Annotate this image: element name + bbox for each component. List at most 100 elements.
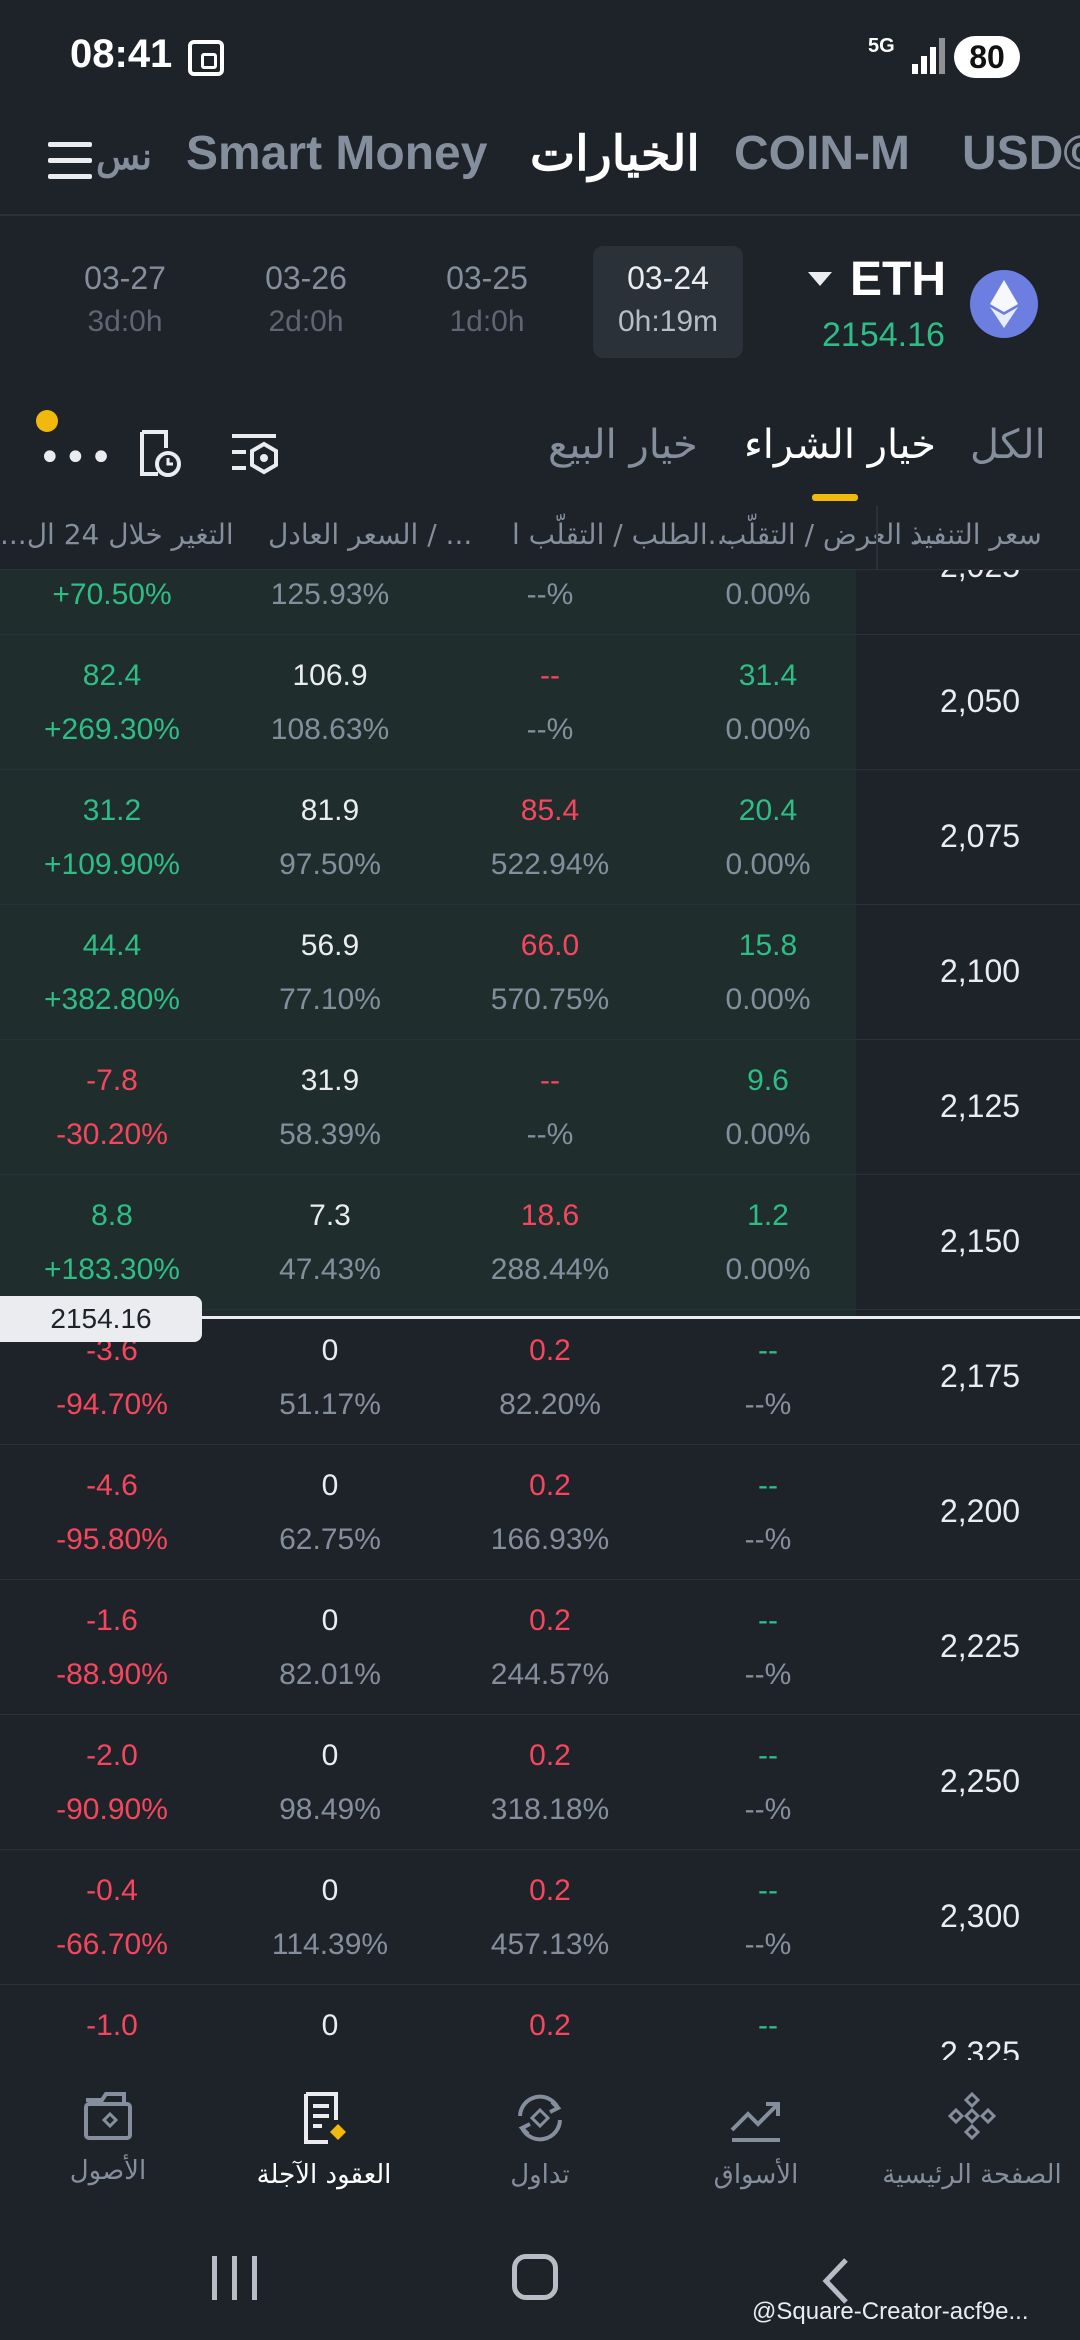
expiry-remaining: 1d:0h — [449, 305, 525, 338]
menu-icon[interactable] — [48, 138, 92, 182]
table-row[interactable]: 8.8 +183.30% 7.3 47.43% 18.6 288.44% 1.2… — [0, 1175, 1080, 1310]
header-change[interactable]: ...التغير خلال 24 ال — [0, 518, 234, 551]
tab-smart-money[interactable]: Smart Money — [186, 127, 488, 180]
change-value: -7.8 — [86, 1064, 138, 1097]
expiry-item-active[interactable]: 03-24 0h:19m — [593, 246, 743, 358]
tab-call[interactable]: خيار الشراء — [744, 422, 936, 468]
bid-price[interactable]: 85.4 — [520, 794, 580, 827]
ask-price[interactable]: 20.4 — [738, 794, 798, 827]
table-row[interactable]: -0.4 -66.70% 0 114.39% 0.2 457.13% -- --… — [0, 1850, 1080, 1985]
change-percent: +269.30% — [44, 713, 180, 746]
ask-price[interactable]: -- — [758, 1739, 778, 1772]
ask-price[interactable]: 9.6 — [747, 1064, 789, 1097]
tab-coin-m[interactable]: COIN-M — [734, 127, 910, 180]
nav-assets[interactable]: الأصول — [8, 2090, 208, 2186]
home-button-icon[interactable] — [512, 2254, 558, 2300]
table-row[interactable]: 44.4 +382.80% 56.9 77.10% 66.0 570.75% 1… — [0, 905, 1080, 1040]
header-ask[interactable]: العرض / التقلّب ... — [720, 518, 938, 551]
expiry-item[interactable]: 03-25 1d:0h — [412, 246, 562, 358]
change-percent: +70.50% — [52, 578, 172, 611]
table-row[interactable]: +70.50% 125.93% --% 0.00% 2,025 — [0, 570, 1080, 635]
nav-label: الأصول — [69, 2156, 147, 2186]
change-percent: -30.20% — [56, 1118, 168, 1151]
ask-iv: 0.00% — [725, 1118, 811, 1151]
ask-price[interactable]: -- — [758, 1604, 778, 1637]
header-bid[interactable]: الطلب / التقلّب ا... — [512, 518, 735, 551]
ask-price[interactable]: -- — [758, 2009, 778, 2042]
recents-icon[interactable] — [212, 2256, 258, 2300]
bid-iv: 318.18% — [490, 1793, 610, 1826]
bid-price[interactable]: 0.2 — [529, 1604, 571, 1637]
nav-label: الأسواق — [713, 2160, 799, 2190]
ask-price[interactable]: 15.8 — [738, 929, 798, 962]
ask-price[interactable]: -- — [758, 1874, 778, 1907]
more-icon[interactable]: ••• — [38, 435, 115, 481]
nav-futures[interactable]: العقود الآجلة — [224, 2090, 424, 2190]
bid-iv: --% — [526, 713, 574, 746]
bid-iv: 457.13% — [490, 1928, 610, 1961]
tab-put[interactable]: خيار البيع — [548, 422, 698, 468]
tab-usd-m[interactable]: USD© — [962, 127, 1080, 180]
caret-down-icon[interactable] — [808, 272, 832, 286]
ask-iv: 0.00% — [725, 713, 811, 746]
current-price-line — [0, 1316, 1080, 1319]
table-row[interactable]: 31.2 +109.90% 81.9 97.50% 85.4 522.94% 2… — [0, 770, 1080, 905]
tab-truncated[interactable]: نس — [96, 136, 152, 177]
bid-price[interactable]: 0.2 — [529, 1874, 571, 1907]
expiry-date: 03-27 — [84, 260, 166, 296]
table-row[interactable]: -3.6 -94.70% 0 51.17% 0.2 82.20% -- --% … — [0, 1310, 1080, 1445]
table-row[interactable]: -4.6 -95.80% 0 62.75% 0.2 166.93% -- --%… — [0, 1445, 1080, 1580]
bid-iv: 570.75% — [490, 983, 610, 1016]
strike-price: 2,050 — [939, 683, 1021, 719]
futures-icon — [304, 2092, 346, 2144]
strike-price: 2,150 — [939, 1223, 1021, 1259]
expiry-item[interactable]: 03-27 3d:0h — [50, 246, 200, 358]
table-row[interactable]: -7.8 -30.20% 31.9 58.39% -- --% 9.6 0.00… — [0, 1040, 1080, 1175]
change-percent: -90.90% — [56, 1793, 168, 1826]
strike-price: 2,325 — [939, 2035, 1021, 2060]
ask-iv: 0.00% — [725, 578, 811, 611]
nav-label: العقود الآجلة — [256, 2160, 392, 2190]
ask-iv: 0.00% — [725, 848, 811, 881]
bid-price[interactable]: -- — [540, 1064, 560, 1097]
tab-all[interactable]: الكل — [970, 422, 1046, 468]
options-chain-table: +70.50% 125.93% --% 0.00% 2,025 82.4 +26… — [0, 570, 1080, 2060]
tab-options[interactable]: الخيارات — [530, 128, 700, 181]
bid-price[interactable]: 18.6 — [520, 1199, 580, 1232]
ask-price[interactable]: 31.4 — [738, 659, 798, 692]
table-row[interactable]: -1.0 0 0.2 -- 2,325 — [0, 1985, 1080, 2060]
ask-price[interactable]: -- — [758, 1334, 778, 1367]
home-icon — [947, 2091, 997, 2141]
nav-home[interactable]: الصفحة الرئيسية — [872, 2090, 1072, 2190]
ethereum-icon — [970, 270, 1038, 338]
table-row[interactable]: 82.4 +269.30% 106.9 108.63% -- --% 31.4 … — [0, 635, 1080, 770]
bid-price[interactable]: -- — [540, 659, 560, 692]
header-mark[interactable]: السعر العادل / ... — [268, 518, 473, 551]
ask-iv: --% — [744, 1388, 792, 1421]
mark-price: 81.9 — [300, 794, 360, 827]
bid-price[interactable]: 66.0 — [520, 929, 580, 962]
header-strike[interactable]: سعر التنفيذ — [910, 518, 1042, 551]
expiry-date: 03-25 — [446, 260, 528, 296]
table-row[interactable]: -2.0 -90.90% 0 98.49% 0.2 318.18% -- --%… — [0, 1715, 1080, 1850]
top-nav: نس Smart Money الخيارات COIN-M USD© — [0, 118, 1080, 216]
table-row[interactable]: -1.6 -88.90% 0 82.01% 0.2 244.57% -- --%… — [0, 1580, 1080, 1715]
nav-trade[interactable]: تداول — [440, 2090, 640, 2190]
settings-filter-icon[interactable] — [230, 428, 278, 478]
back-icon[interactable] — [820, 2256, 850, 2306]
bid-price[interactable]: 0.2 — [529, 1469, 571, 1502]
expiry-item[interactable]: 03-26 2d:0h — [231, 246, 381, 358]
ask-price[interactable]: 1.2 — [747, 1199, 789, 1232]
mark-price: 0 — [321, 1604, 339, 1637]
asset-symbol[interactable]: ETH — [850, 253, 946, 306]
expiry-clock-icon[interactable] — [136, 428, 184, 478]
ask-price[interactable]: -- — [758, 1469, 778, 1502]
mark-iv: 58.39% — [279, 1118, 381, 1151]
bid-price[interactable]: 0.2 — [529, 1334, 571, 1367]
mark-iv: 125.93% — [270, 578, 390, 611]
nav-markets[interactable]: الأسواق — [656, 2090, 856, 2190]
current-price-tag: 2154.16 — [0, 1296, 202, 1342]
bid-price[interactable]: 0.2 — [529, 2009, 571, 2042]
bid-price[interactable]: 0.2 — [529, 1739, 571, 1772]
strike-price: 2,025 — [900, 570, 1060, 585]
